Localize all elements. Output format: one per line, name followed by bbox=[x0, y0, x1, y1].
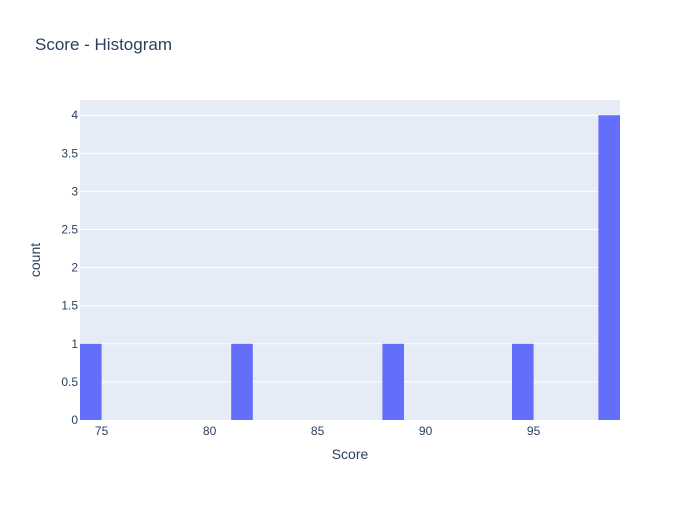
x-axis-label: Score bbox=[332, 446, 369, 462]
y-tick-label: 2 bbox=[71, 261, 78, 275]
y-tick-label: 3.5 bbox=[61, 146, 78, 160]
x-tick-label: 80 bbox=[203, 424, 217, 438]
histogram-bar bbox=[382, 343, 404, 420]
x-tick-label: 85 bbox=[311, 424, 325, 438]
x-tick-label: 75 bbox=[95, 424, 109, 438]
y-tick-label: 4 bbox=[71, 108, 78, 122]
y-tick-label: 1 bbox=[71, 337, 78, 351]
x-tick-label: 90 bbox=[419, 424, 433, 438]
y-tick-label: 1.5 bbox=[61, 299, 78, 313]
x-tick-label: 95 bbox=[527, 424, 541, 438]
x-axis-ticks: 75 80 85 90 95 bbox=[95, 424, 541, 438]
histogram-bar bbox=[512, 343, 534, 420]
y-tick-label: 2.5 bbox=[61, 223, 78, 237]
histogram-bars bbox=[80, 115, 620, 420]
plot-background bbox=[80, 100, 620, 420]
y-axis-label: count bbox=[27, 243, 43, 277]
chart-title: Score - Histogram bbox=[35, 35, 172, 54]
y-tick-label: 0 bbox=[71, 413, 78, 427]
y-tick-label: 3 bbox=[71, 184, 78, 198]
grid-lines bbox=[80, 114, 620, 383]
y-axis-ticks: 0 0.5 1 1.5 2 2.5 3 3.5 4 bbox=[61, 108, 78, 427]
histogram-bar bbox=[598, 115, 620, 420]
histogram-bar bbox=[231, 343, 253, 420]
y-tick-label: 0.5 bbox=[61, 375, 78, 389]
histogram-bar bbox=[80, 343, 102, 420]
